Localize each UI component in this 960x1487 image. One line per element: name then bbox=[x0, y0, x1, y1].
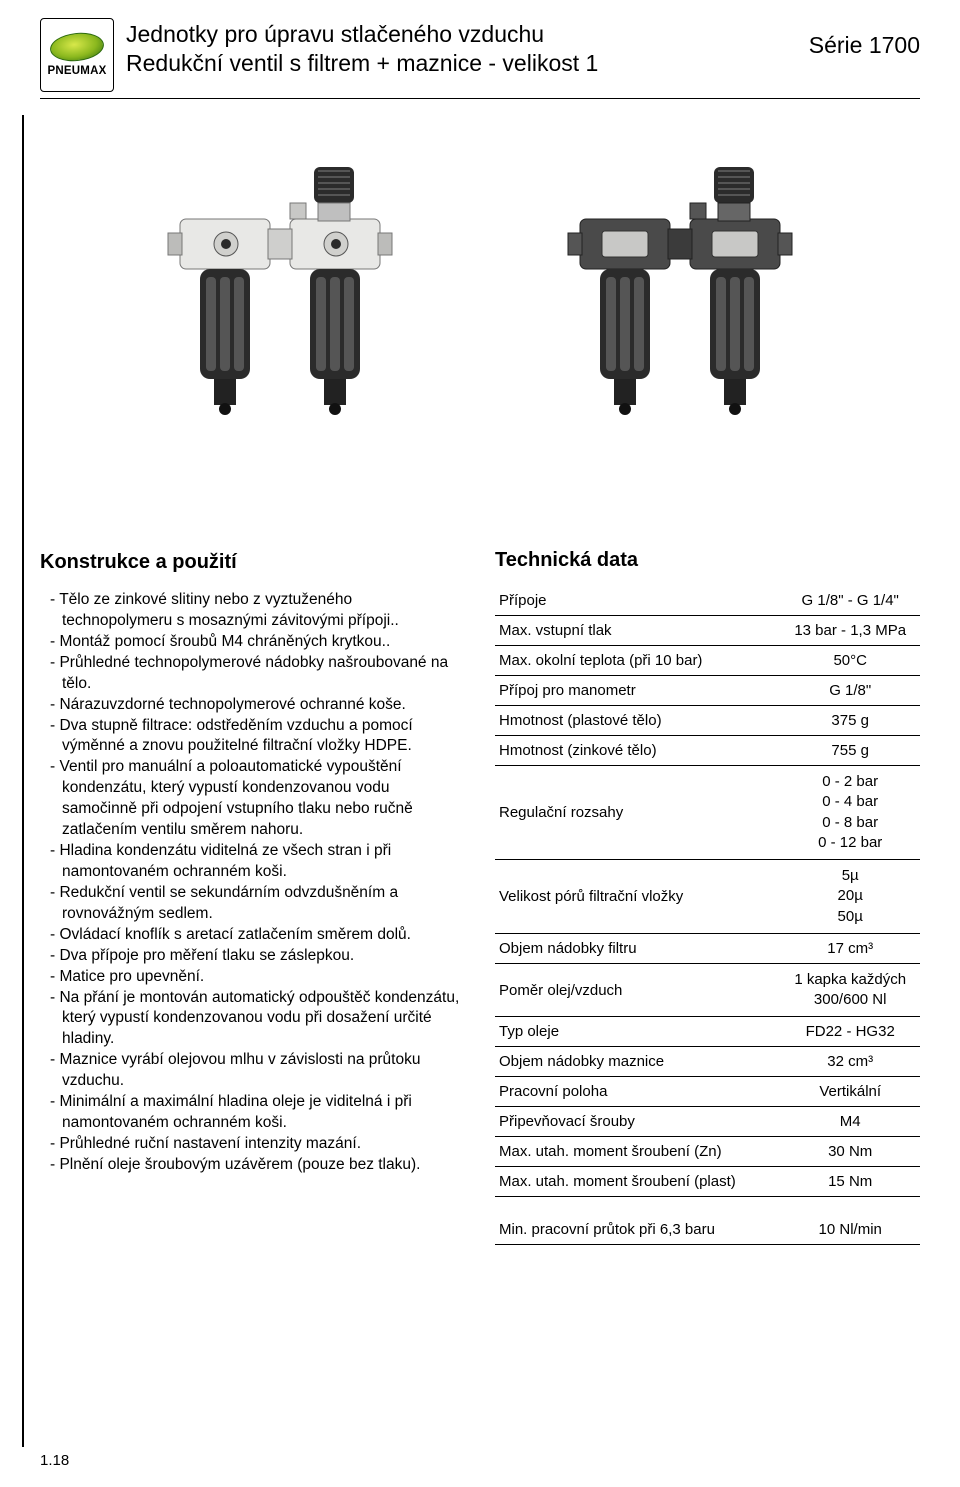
table-row: Max. vstupní tlak13 bar - 1,3 MPa bbox=[495, 616, 920, 646]
frl-unit-dark-icon bbox=[540, 149, 820, 469]
spec-value: 5µ 20µ 50µ bbox=[780, 860, 920, 934]
header-series: Série 1700 bbox=[809, 18, 920, 59]
specs-table: PřípojeG 1/8" - G 1/4" Max. vstupní tlak… bbox=[495, 586, 920, 1245]
spec-value: 30 Nm bbox=[780, 1137, 920, 1167]
spec-value: 32 cm³ bbox=[780, 1047, 920, 1077]
header-title-line1: Jednotky pro úpravu stlačeného vzduchu bbox=[126, 20, 809, 49]
spec-value: 15 Nm bbox=[780, 1167, 920, 1197]
spec-value: Vertikální bbox=[780, 1077, 920, 1107]
list-item: - Na přání je montován automatický odpou… bbox=[40, 988, 465, 1051]
construction-title: Konstrukce a použití bbox=[40, 549, 465, 576]
spec-value: 1 kapka každých 300/600 Nl bbox=[780, 963, 920, 1017]
table-row: Poměr olej/vzduch1 kapka každých 300/600… bbox=[495, 963, 920, 1017]
table-row: Typ olejeFD22 - HG32 bbox=[495, 1017, 920, 1047]
specs-column: Technická data PřípojeG 1/8" - G 1/4" Ma… bbox=[495, 549, 920, 1245]
spec-label: Objem nádobky maznice bbox=[495, 1047, 780, 1077]
spec-label: Max. okolní teplota (při 10 bar) bbox=[495, 646, 780, 676]
brand-logo: PNEUMAX bbox=[40, 18, 114, 92]
spec-label: Přípoje bbox=[495, 586, 780, 616]
spec-label: Připevňovací šrouby bbox=[495, 1107, 780, 1137]
spec-label: Přípoj pro manometr bbox=[495, 676, 780, 706]
spec-label: Hmotnost (zinkové tělo) bbox=[495, 736, 780, 766]
spec-value: FD22 - HG32 bbox=[780, 1017, 920, 1047]
spec-label: Max. utah. moment šroubení (Zn) bbox=[495, 1137, 780, 1167]
spec-label: Poměr olej/vzduch bbox=[495, 963, 780, 1017]
list-item: - Plnění oleje šroubovým uzávěrem (pouze… bbox=[40, 1155, 465, 1176]
spec-value: G 1/8" bbox=[780, 676, 920, 706]
header-title-line2: Redukční ventil s filtrem + maznice - ve… bbox=[126, 49, 809, 78]
table-row: Objem nádobky maznice32 cm³ bbox=[495, 1047, 920, 1077]
list-item: - Minimální a maximální hladina oleje je… bbox=[40, 1092, 465, 1134]
table-row: Objem nádobky filtru17 cm³ bbox=[495, 933, 920, 963]
table-row: Min. pracovní průtok při 6,3 baru10 Nl/m… bbox=[495, 1197, 920, 1245]
product-image-left bbox=[140, 149, 420, 469]
page-number: 1.18 bbox=[40, 1452, 69, 1469]
frl-unit-light-icon bbox=[140, 149, 420, 469]
list-item: - Průhledné ruční nastavení intenzity ma… bbox=[40, 1134, 465, 1155]
list-item: - Matice pro upevnění. bbox=[40, 967, 465, 988]
list-item: - Nárazuvzdorné technopolymerové ochrann… bbox=[40, 695, 465, 716]
table-row: Hmotnost (plastové tělo)375 g bbox=[495, 706, 920, 736]
spec-value: 13 bar - 1,3 MPa bbox=[780, 616, 920, 646]
spec-label: Max. vstupní tlak bbox=[495, 616, 780, 646]
list-item: - Maznice vyrábí olejovou mlhu v závislo… bbox=[40, 1050, 465, 1092]
list-item: - Montáž pomocí šroubů M4 chráněných kry… bbox=[40, 632, 465, 653]
logo-ellipse-icon bbox=[49, 30, 106, 63]
list-item: - Redukční ventil se sekundárním odvzduš… bbox=[40, 883, 465, 925]
vertical-rule bbox=[22, 115, 24, 1447]
product-image-right bbox=[540, 149, 820, 469]
spec-value: G 1/8" - G 1/4" bbox=[780, 586, 920, 616]
table-row: Max. utah. moment šroubení (plast)15 Nm bbox=[495, 1167, 920, 1197]
spec-label: Min. pracovní průtok při 6,3 baru bbox=[495, 1197, 780, 1245]
construction-column: Konstrukce a použití - Tělo ze zinkové s… bbox=[40, 549, 465, 1245]
spec-value: M4 bbox=[780, 1107, 920, 1137]
construction-bullets: - Tělo ze zinkové slitiny nebo z vyztuže… bbox=[40, 590, 465, 1176]
table-row: Velikost pórů filtrační vložky5µ 20µ 50µ bbox=[495, 860, 920, 934]
table-row: Pracovní polohaVertikální bbox=[495, 1077, 920, 1107]
product-images-row bbox=[40, 109, 920, 549]
table-row: Regulační rozsahy0 - 2 bar 0 - 4 bar 0 -… bbox=[495, 766, 920, 860]
list-item: - Ventil pro manuální a poloautomatické … bbox=[40, 757, 465, 841]
spec-value: 17 cm³ bbox=[780, 933, 920, 963]
content-columns: Konstrukce a použití - Tělo ze zinkové s… bbox=[40, 549, 920, 1245]
spec-label: Objem nádobky filtru bbox=[495, 933, 780, 963]
list-item: - Ovládací knoflík s aretací zatlačením … bbox=[40, 925, 465, 946]
brand-name: PNEUMAX bbox=[48, 65, 107, 77]
page-header: PNEUMAX Jednotky pro úpravu stlačeného v… bbox=[40, 18, 920, 99]
spec-value: 10 Nl/min bbox=[780, 1197, 920, 1245]
spec-label: Typ oleje bbox=[495, 1017, 780, 1047]
list-item: - Dva stupně filtrace: odstředěním vzduc… bbox=[40, 716, 465, 758]
table-row: Připevňovací šroubyM4 bbox=[495, 1107, 920, 1137]
table-row: PřípojeG 1/8" - G 1/4" bbox=[495, 586, 920, 616]
list-item: - Hladina kondenzátu viditelná ze všech … bbox=[40, 841, 465, 883]
list-item: - Průhledné technopolymerové nádobky naš… bbox=[40, 653, 465, 695]
spec-label: Pracovní poloha bbox=[495, 1077, 780, 1107]
spec-label: Velikost pórů filtrační vložky bbox=[495, 860, 780, 934]
header-titles: Jednotky pro úpravu stlačeného vzduchu R… bbox=[126, 18, 809, 78]
spec-label: Hmotnost (plastové tělo) bbox=[495, 706, 780, 736]
list-item: - Tělo ze zinkové slitiny nebo z vyztuže… bbox=[40, 590, 465, 632]
table-row: Max. utah. moment šroubení (Zn)30 Nm bbox=[495, 1137, 920, 1167]
spec-label: Regulační rozsahy bbox=[495, 766, 780, 860]
table-row: Max. okolní teplota (při 10 bar)50°C bbox=[495, 646, 920, 676]
spec-value: 375 g bbox=[780, 706, 920, 736]
spec-value: 755 g bbox=[780, 736, 920, 766]
spec-value: 50°C bbox=[780, 646, 920, 676]
list-item: - Dva přípoje pro měření tlaku se záslep… bbox=[40, 946, 465, 967]
spec-value: 0 - 2 bar 0 - 4 bar 0 - 8 bar 0 - 12 bar bbox=[780, 766, 920, 860]
table-row: Hmotnost (zinkové tělo)755 g bbox=[495, 736, 920, 766]
spec-label: Max. utah. moment šroubení (plast) bbox=[495, 1167, 780, 1197]
specs-title: Technická data bbox=[495, 549, 920, 572]
table-row: Přípoj pro manometrG 1/8" bbox=[495, 676, 920, 706]
